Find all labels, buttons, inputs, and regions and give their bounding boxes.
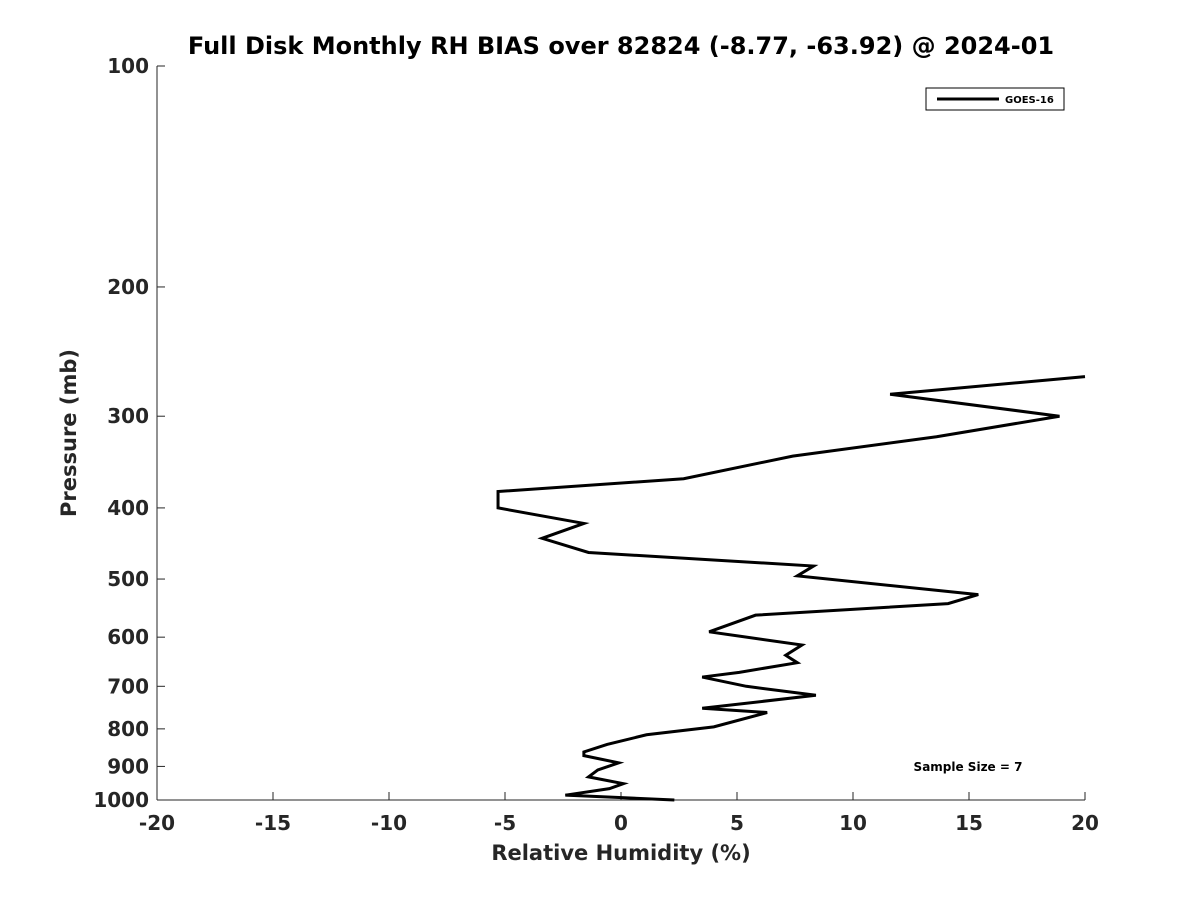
x-tick-label: -5 <box>494 811 516 835</box>
x-tick-label: -15 <box>255 811 291 835</box>
y-axis-label: Pressure (mb) <box>57 349 81 517</box>
y-tick-label: 100 <box>107 54 149 78</box>
y-tick-label: 1000 <box>93 788 149 812</box>
y-tick-label: 300 <box>107 404 149 428</box>
chart-title: Full Disk Monthly RH BIAS over 82824 (-8… <box>188 32 1054 60</box>
y-tick-label: 400 <box>107 496 149 520</box>
series-line-0 <box>496 375 1086 802</box>
y-tick-label: 600 <box>107 625 149 649</box>
axes-layer <box>156 66 1085 801</box>
x-tick-label: -20 <box>139 811 175 835</box>
x-tick-label: 10 <box>839 811 867 835</box>
x-tick-label: -10 <box>371 811 407 835</box>
x-tick-label: 15 <box>955 811 983 835</box>
x-tick-label: 0 <box>614 811 628 835</box>
x-tick-label: 20 <box>1071 811 1099 835</box>
x-axis-label: Relative Humidity (%) <box>491 841 750 865</box>
series-layer <box>496 375 1086 802</box>
y-tick-label: 800 <box>107 717 149 741</box>
sample-size-annotation: Sample Size = 7 <box>914 760 1023 774</box>
legend: GOES-16 <box>925 87 1065 111</box>
x-tick-label: 5 <box>730 811 744 835</box>
y-tick-label: 700 <box>107 674 149 698</box>
y-tick-label: 500 <box>107 567 149 591</box>
legend-label: GOES-16 <box>1005 95 1054 106</box>
ticks-layer: -20 -15 -10 -5 0 5 10 15 20 100 200 300 400 500 600 700… <box>93 54 1099 835</box>
y-tick-label: 200 <box>107 275 149 299</box>
y-tick-label: 900 <box>107 754 149 778</box>
